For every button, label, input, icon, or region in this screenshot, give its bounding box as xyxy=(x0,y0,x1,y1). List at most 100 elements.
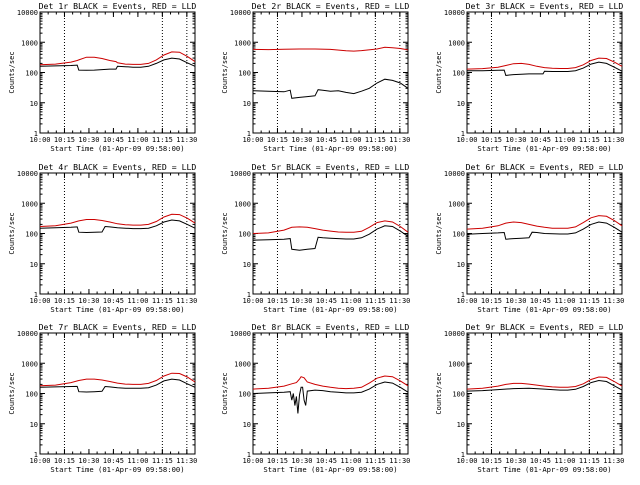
panel-det-7: Det 7r BLACK = Events, RED = LLD 1 10 100 10… xyxy=(8,322,197,474)
panel-title: Det 2r BLACK = Events, RED = LLD xyxy=(252,1,410,11)
y-axis-label: Counts/sec xyxy=(8,51,16,93)
events-series-line xyxy=(466,379,623,392)
x-tick-label: 11:00 xyxy=(340,457,361,465)
panel-det-5: Det 5r BLACK = Events, RED = LLD 1 10 100 10… xyxy=(221,162,410,314)
x-tick-label: 11:30 xyxy=(603,297,624,305)
panel-title: Det 9r BLACK = Events, RED = LLD xyxy=(466,322,624,332)
x-tick-label: 11:00 xyxy=(554,136,575,144)
x-axis-label: Start Time (01-Apr-09 09:58:00) xyxy=(263,305,397,314)
events-series-line xyxy=(252,78,409,99)
x-tick-label: 11:15 xyxy=(152,136,173,144)
lld-series-line xyxy=(466,57,623,70)
plot-frame xyxy=(252,172,409,295)
x-axis-label: Start Time (01-Apr-09 09:58:00) xyxy=(477,305,611,314)
x-tick-label: 10:15 xyxy=(54,136,75,144)
y-axis-label: Counts/sec xyxy=(8,212,16,254)
x-tick-label: 10:00 xyxy=(242,457,263,465)
x-tick-label: 10:00 xyxy=(456,136,477,144)
x-axis-label: Start Time (01-Apr-09 09:58:00) xyxy=(50,144,184,153)
x-tick-label: 10:30 xyxy=(78,297,99,305)
x-tick-label: 10:45 xyxy=(316,297,337,305)
x-tick-label: 10:30 xyxy=(505,297,526,305)
y-tick-label: 100 xyxy=(25,231,38,239)
y-tick-label: 1 xyxy=(247,130,251,138)
y-tick-label: 1000 xyxy=(21,39,38,47)
y-tick-label: 10000 xyxy=(230,9,251,17)
lld-series-line xyxy=(466,376,623,390)
panel-det-6: Det 6r BLACK = Events, RED = LLD 1 10 100 10… xyxy=(435,162,624,314)
y-tick-label: 10 xyxy=(243,261,251,269)
x-tick-label: 10:45 xyxy=(103,297,124,305)
x-tick-label: 11:00 xyxy=(340,297,361,305)
plot-frame xyxy=(39,11,196,134)
y-axis-label: Counts/sec xyxy=(221,212,229,254)
x-tick-label: 10:15 xyxy=(481,297,502,305)
y-tick-label: 100 xyxy=(452,231,465,239)
x-tick-label: 10:45 xyxy=(530,136,551,144)
x-tick-label: 10:15 xyxy=(267,297,288,305)
panel-title: Det 1r BLACK = Events, RED = LLD xyxy=(39,1,197,11)
x-tick-label: 10:00 xyxy=(242,136,263,144)
x-axis-label: Start Time (01-Apr-09 09:58:00) xyxy=(477,465,611,474)
y-tick-label: 10 xyxy=(243,421,251,429)
panel-title: Det 4r BLACK = Events, RED = LLD xyxy=(39,162,197,172)
plot-frame xyxy=(39,172,196,295)
x-tick-label: 11:00 xyxy=(340,136,361,144)
x-tick-label: 11:15 xyxy=(579,297,600,305)
events-series-line xyxy=(39,57,196,71)
y-tick-label: 1 xyxy=(34,130,38,138)
y-axis-label: Counts/sec xyxy=(435,372,443,414)
x-tick-label: 10:30 xyxy=(78,136,99,144)
panel-det-1: Det 1r BLACK = Events, RED = LLD 1 10 100 10… xyxy=(8,1,197,153)
y-tick-label: 1 xyxy=(247,451,251,459)
y-tick-label: 1000 xyxy=(234,360,251,368)
y-tick-label: 10000 xyxy=(17,9,38,17)
y-tick-label: 1 xyxy=(34,291,38,299)
y-tick-label: 10 xyxy=(243,100,251,108)
y-axis-label: Counts/sec xyxy=(435,51,443,93)
y-tick-label: 100 xyxy=(25,391,38,399)
x-tick-label: 10:15 xyxy=(267,136,288,144)
x-tick-label: 10:00 xyxy=(29,457,50,465)
lld-series-line xyxy=(252,220,409,234)
x-tick-label: 10:30 xyxy=(505,457,526,465)
y-tick-label: 100 xyxy=(238,231,251,239)
x-tick-label: 11:30 xyxy=(176,457,197,465)
panel-title: Det 5r BLACK = Events, RED = LLD xyxy=(252,162,410,172)
plot-frame xyxy=(466,332,623,455)
lld-series-line xyxy=(39,372,196,387)
y-tick-label: 10000 xyxy=(444,330,465,338)
x-axis-label: Start Time (01-Apr-09 09:58:00) xyxy=(263,465,397,474)
plot-frame xyxy=(252,332,409,455)
x-axis-label: Start Time (01-Apr-09 09:58:00) xyxy=(263,144,397,153)
panel-det-8: Det 8r BLACK = Events, RED = LLD 1 10 100 10… xyxy=(221,322,410,474)
x-tick-label: 10:15 xyxy=(481,136,502,144)
x-tick-label: 10:30 xyxy=(78,457,99,465)
x-tick-label: 11:00 xyxy=(127,297,148,305)
x-tick-label: 11:30 xyxy=(603,457,624,465)
x-tick-label: 10:00 xyxy=(29,136,50,144)
panel-title: Det 8r BLACK = Events, RED = LLD xyxy=(252,322,410,332)
y-tick-label: 1000 xyxy=(448,360,465,368)
x-tick-label: 11:15 xyxy=(579,136,600,144)
x-tick-label: 10:30 xyxy=(291,297,312,305)
y-tick-label: 100 xyxy=(452,70,465,78)
y-axis-label: Counts/sec xyxy=(221,372,229,414)
x-tick-label: 11:15 xyxy=(365,457,386,465)
events-series-line xyxy=(252,381,409,414)
y-tick-label: 10000 xyxy=(444,170,465,178)
x-tick-label: 10:00 xyxy=(242,297,263,305)
plot-frame xyxy=(466,11,623,134)
y-tick-label: 10 xyxy=(30,421,38,429)
lld-series-line xyxy=(466,215,623,230)
y-tick-label: 10000 xyxy=(17,330,38,338)
y-axis-label: Counts/sec xyxy=(8,372,16,414)
x-tick-label: 10:45 xyxy=(316,136,337,144)
y-tick-label: 100 xyxy=(238,70,251,78)
y-tick-label: 10 xyxy=(30,261,38,269)
lld-series-line xyxy=(252,46,409,52)
x-tick-label: 11:30 xyxy=(389,297,410,305)
x-tick-label: 10:00 xyxy=(29,297,50,305)
x-tick-label: 11:30 xyxy=(389,136,410,144)
